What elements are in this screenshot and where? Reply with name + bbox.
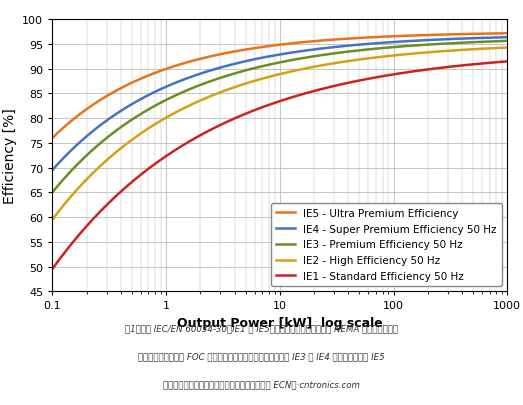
IE3 - Premium Efficiency 50 Hz xyxy=(361,48,368,53)
IE4 - Super Premium Efficiency 50 Hz xyxy=(404,40,410,45)
Line: IE5 - Ultra Premium Efficiency: IE5 - Ultra Premium Efficiency xyxy=(52,34,507,139)
IE5 - Ultra Premium Efficiency xyxy=(249,47,256,52)
IE4 - Super Premium Efficiency 50 Hz xyxy=(361,43,368,47)
IE5 - Ultra Premium Efficiency xyxy=(361,36,368,41)
Y-axis label: Efficiency [%]: Efficiency [%] xyxy=(3,108,17,204)
Text: 级效率水平则需要使用永磁电机。（图片来源： ECN）·cntronics.com: 级效率水平则需要使用永磁电机。（图片来源： ECN）·cntronics.com xyxy=(163,380,360,389)
IE1 - Standard Efficiency 50 Hz xyxy=(361,78,368,83)
Line: IE2 - High Efficiency 50 Hz: IE2 - High Efficiency 50 Hz xyxy=(52,48,507,220)
IE3 - Premium Efficiency 50 Hz xyxy=(404,45,410,49)
IE2 - High Efficiency 50 Hz xyxy=(504,46,510,51)
IE4 - Super Premium Efficiency 50 Hz xyxy=(233,62,240,67)
Line: IE3 - Premium Efficiency 50 Hz: IE3 - Premium Efficiency 50 Hz xyxy=(52,42,507,193)
Legend: IE5 - Ultra Premium Efficiency, IE4 - Super Premium Efficiency 50 Hz, IE3 - Prem: IE5 - Ultra Premium Efficiency, IE4 - Su… xyxy=(271,203,502,286)
IE2 - High Efficiency 50 Hz xyxy=(412,52,418,57)
IE4 - Super Premium Efficiency 50 Hz xyxy=(96,125,102,130)
IE5 - Ultra Premium Efficiency xyxy=(233,49,240,54)
IE2 - High Efficiency 50 Hz xyxy=(361,57,368,62)
IE5 - Ultra Premium Efficiency xyxy=(404,34,410,39)
IE3 - Premium Efficiency 50 Hz xyxy=(412,44,418,49)
IE4 - Super Premium Efficiency 50 Hz xyxy=(504,36,510,41)
IE2 - High Efficiency 50 Hz xyxy=(49,217,55,222)
IE5 - Ultra Premium Efficiency xyxy=(412,34,418,39)
IE5 - Ultra Premium Efficiency xyxy=(49,136,55,141)
Line: IE1 - Standard Efficiency 50 Hz: IE1 - Standard Efficiency 50 Hz xyxy=(52,62,507,269)
IE1 - Standard Efficiency 50 Hz xyxy=(412,70,418,75)
IE5 - Ultra Premium Efficiency xyxy=(504,32,510,36)
IE1 - Standard Efficiency 50 Hz xyxy=(96,211,102,216)
IE3 - Premium Efficiency 50 Hz xyxy=(249,67,256,72)
IE1 - Standard Efficiency 50 Hz xyxy=(504,60,510,65)
IE2 - High Efficiency 50 Hz xyxy=(96,166,102,171)
IE3 - Premium Efficiency 50 Hz xyxy=(96,143,102,147)
IE2 - High Efficiency 50 Hz xyxy=(233,85,240,90)
IE4 - Super Premium Efficiency 50 Hz xyxy=(49,168,55,173)
IE1 - Standard Efficiency 50 Hz xyxy=(49,267,55,272)
IE2 - High Efficiency 50 Hz xyxy=(404,53,410,58)
IE4 - Super Premium Efficiency 50 Hz xyxy=(249,58,256,63)
IE1 - Standard Efficiency 50 Hz xyxy=(249,109,256,114)
IE3 - Premium Efficiency 50 Hz xyxy=(49,190,55,195)
IE5 - Ultra Premium Efficiency xyxy=(96,99,102,104)
IE3 - Premium Efficiency 50 Hz xyxy=(504,39,510,44)
IE2 - High Efficiency 50 Hz xyxy=(249,80,256,85)
X-axis label: Output Power [kW]  log scale: Output Power [kW] log scale xyxy=(177,316,383,329)
IE4 - Super Premium Efficiency 50 Hz xyxy=(412,39,418,44)
IE1 - Standard Efficiency 50 Hz xyxy=(233,116,240,121)
Line: IE4 - Super Premium Efficiency 50 Hz: IE4 - Super Premium Efficiency 50 Hz xyxy=(52,38,507,171)
Text: 图1：根据 IEC/EN 60034-30（IE1 至 IE5）的电机效率等级和相应的 NEMA 等级（标准效率: 图1：根据 IEC/EN 60034-30（IE1 至 IE5）的电机效率等级和… xyxy=(125,323,398,332)
IE3 - Premium Efficiency 50 Hz xyxy=(233,71,240,76)
IE1 - Standard Efficiency 50 Hz xyxy=(404,70,410,75)
Text: 至超高效率）。采用 FOC 和电子驱动的交流感应电机可以满足 IE3 和 IE4 级要求。要满足 IE5: 至超高效率）。采用 FOC 和电子驱动的交流感应电机可以满足 IE3 和 IE4… xyxy=(138,352,385,360)
